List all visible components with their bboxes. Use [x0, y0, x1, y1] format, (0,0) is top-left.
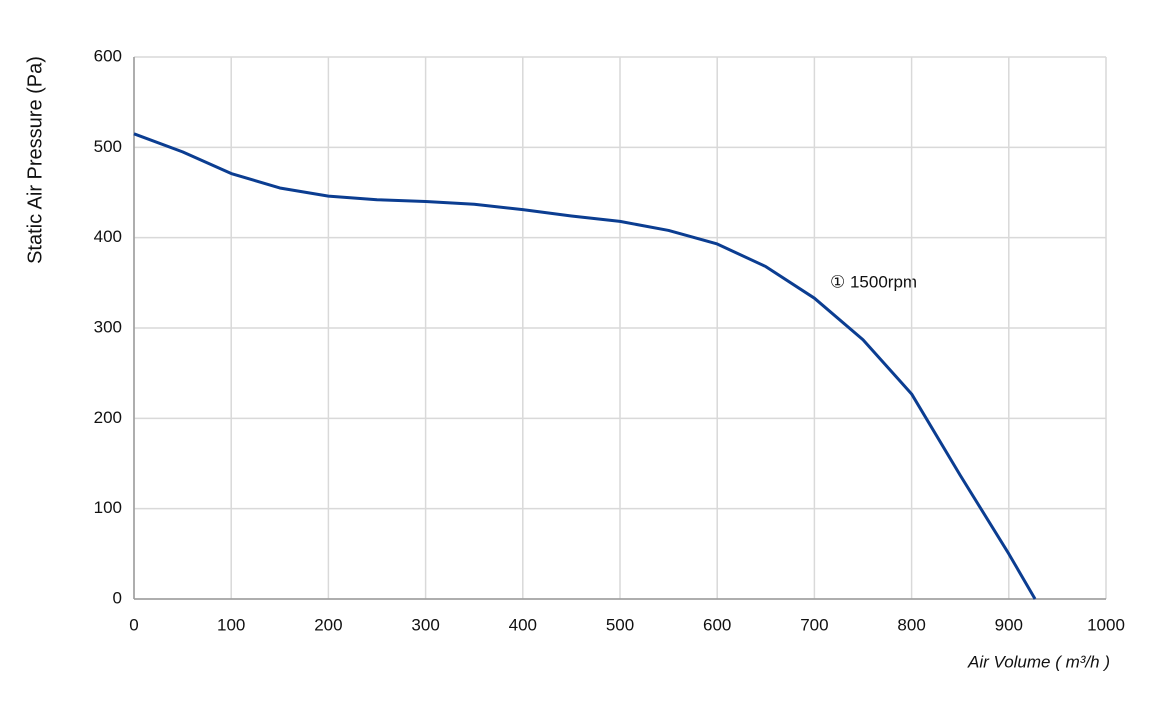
x-tick-label: 800	[897, 615, 925, 634]
x-axis-label: Air Volume ( m³/h )	[967, 652, 1110, 671]
x-tick-label: 200	[314, 615, 342, 634]
x-tick-label: 900	[995, 615, 1023, 634]
annotation: ① 1500rpm	[830, 272, 917, 291]
y-tick-label: 500	[94, 137, 122, 156]
x-tick-label: 500	[606, 615, 634, 634]
x-tick-label: 100	[217, 615, 245, 634]
x-tick-label: 300	[411, 615, 439, 634]
x-tick-label: 1000	[1087, 615, 1125, 634]
y-tick-label: 100	[94, 498, 122, 517]
x-tick-label: 0	[129, 615, 138, 634]
y-tick-label: 0	[113, 588, 122, 607]
y-axis-label: Static Air Pressure (Pa)	[24, 56, 46, 264]
y-tick-label: 300	[94, 317, 122, 336]
y-tick-label: 200	[94, 408, 122, 427]
x-tick-label: 400	[509, 615, 537, 634]
x-tick-label: 700	[800, 615, 828, 634]
x-tick-label: 600	[703, 615, 731, 634]
y-tick-label: 400	[94, 227, 122, 246]
data-line	[133, 132, 1037, 600]
y-tick-label: 600	[94, 46, 122, 65]
